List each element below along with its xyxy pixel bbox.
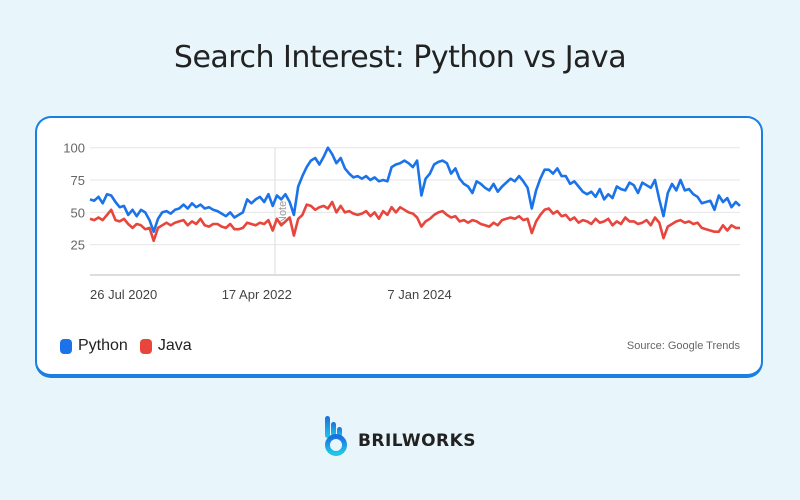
x-axis-labels: 26 Jul 2020 17 Apr 2022 7 Jan 2024 (90, 287, 452, 302)
y-tick-label: 75 (71, 173, 85, 188)
series-line-java (89, 200, 740, 243)
chart-card: 25 50 75 100 26 Jul 2020 17 Apr 2022 7 Jan 20… (35, 116, 763, 378)
series-line-python (89, 146, 741, 233)
note-label[interactable]: Note (277, 201, 289, 224)
y-axis-labels: 25 50 75 100 (63, 141, 85, 253)
brand-name: BRILWORKS (357, 431, 477, 451)
y-tick-label: 25 (71, 238, 85, 253)
page-title: Search Interest: Python vs Java (173, 40, 627, 75)
gridlines (90, 147, 740, 276)
note-annotation: Note (274, 148, 289, 275)
x-tick-label: 7 Jan 2024 (387, 287, 451, 302)
y-tick-label: 50 (71, 205, 85, 220)
legend: Python Java (60, 337, 204, 355)
y-tick-label: 100 (63, 141, 85, 156)
brilworks-logo-icon (324, 416, 347, 456)
source-credit: Source: Google Trends (626, 340, 740, 352)
legend-item-python[interactable]: Python (60, 337, 128, 355)
legend-label-java: Java (157, 337, 192, 354)
x-tick-label: 26 Jul 2020 (90, 287, 157, 302)
java-swatch-icon (139, 338, 152, 354)
series-lines (89, 146, 741, 243)
x-tick-label: 17 Apr 2022 (222, 287, 292, 302)
legend-item-java[interactable]: Java (139, 337, 192, 355)
line-chart: 25 50 75 100 26 Jul 2020 17 Apr 2022 7 Jan 20… (63, 141, 741, 302)
python-swatch-icon (60, 338, 72, 354)
legend-label-python: Python (78, 337, 128, 354)
brand-footer: BRILWORKS (0, 415, 800, 457)
